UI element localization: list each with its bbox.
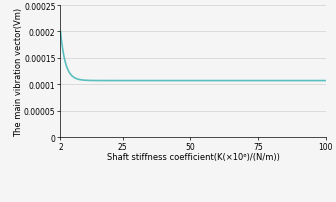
Tile vibration main vibration vector xyxy=(242,80,246,82)
Y-axis label: The main vibration vector(Vm): The main vibration vector(Vm) xyxy=(13,7,23,136)
Line: Tile vibration main vibration vector: Tile vibration main vibration vector xyxy=(60,32,326,81)
Tile vibration main vibration vector xyxy=(72,77,76,79)
Tile vibration main vibration vector xyxy=(58,31,62,34)
Tile vibration main vibration vector xyxy=(316,80,320,82)
Tile vibration main vibration vector xyxy=(324,80,328,82)
Tile vibration main vibration vector xyxy=(316,80,320,82)
Tile vibration main vibration vector xyxy=(187,80,192,82)
X-axis label: Shaft stiffness coefficient(K(×10⁶)/(N/m)): Shaft stiffness coefficient(K(×10⁶)/(N/m… xyxy=(107,153,280,161)
Tile vibration main vibration vector xyxy=(267,80,271,82)
Tile vibration main vibration vector xyxy=(180,80,184,82)
